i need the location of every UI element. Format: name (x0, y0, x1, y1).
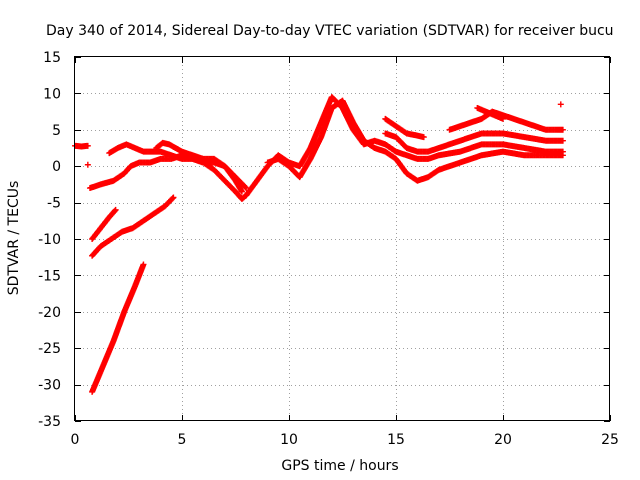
series-arc-l (446, 108, 566, 133)
x-axis-label: GPS time / hours (281, 458, 398, 474)
x-tick-label: 15 (387, 432, 405, 448)
data-point (140, 261, 147, 268)
x-tick-label: 5 (178, 432, 187, 448)
axis-ticks (75, 57, 611, 422)
data-point (169, 195, 176, 202)
series-arc-m (474, 104, 506, 122)
x-tick-label: 10 (280, 432, 298, 448)
series-arc-o (84, 161, 91, 168)
y-tick-label: -35 (38, 414, 61, 430)
x-tick-label: 20 (494, 432, 512, 448)
x-tick-label: 0 (71, 432, 80, 448)
y-tick-label: 5 (52, 123, 61, 139)
series-arc-n (557, 101, 564, 108)
y-tick-label: -30 (38, 378, 61, 394)
y-axis-label: SDTVAR / TECUs (6, 181, 22, 296)
series-arc-e (89, 206, 119, 242)
x-tick-labels: 0 5 10 15 20 25 (71, 432, 619, 448)
data-point (112, 206, 119, 213)
y-tick-label: -5 (47, 196, 61, 212)
y-tick-label: 15 (43, 50, 61, 66)
x-tick-label: 25 (601, 432, 619, 448)
y-tick-label: -20 (38, 305, 61, 321)
data-point (111, 207, 118, 214)
data-point (559, 126, 566, 133)
series-arc-k (382, 115, 427, 141)
series-arc-g (89, 261, 147, 395)
data-point (84, 142, 91, 149)
data-point (557, 101, 564, 108)
chart-title: Day 340 of 2014, Sidereal Day-to-day VTE… (46, 23, 614, 39)
series-arc-f (89, 194, 177, 259)
y-tick-label: -15 (38, 268, 61, 284)
data-point (559, 137, 566, 144)
data-point (500, 115, 506, 122)
series-arc-d (153, 139, 250, 192)
series-arc-i (264, 97, 566, 184)
series-arc-a (72, 142, 91, 150)
data-point (238, 188, 245, 195)
data-point (559, 152, 566, 159)
data-point (243, 185, 250, 192)
y-tick-label: 10 (43, 86, 61, 102)
series-arc-b (86, 152, 250, 202)
data-point (170, 194, 177, 201)
y-tick-label: 0 (52, 159, 61, 175)
y-tick-label: -25 (38, 341, 61, 357)
y-tick-labels: 15 10 5 0 -5 -10 -15 -20 -25 -30 -35 (38, 50, 61, 430)
y-tick-label: -10 (38, 232, 61, 248)
data-series (72, 94, 566, 395)
data-point (84, 161, 91, 168)
data-point (420, 134, 427, 141)
plot-frame (74, 56, 610, 421)
data-point (242, 184, 249, 191)
series-arc-j (382, 130, 566, 155)
